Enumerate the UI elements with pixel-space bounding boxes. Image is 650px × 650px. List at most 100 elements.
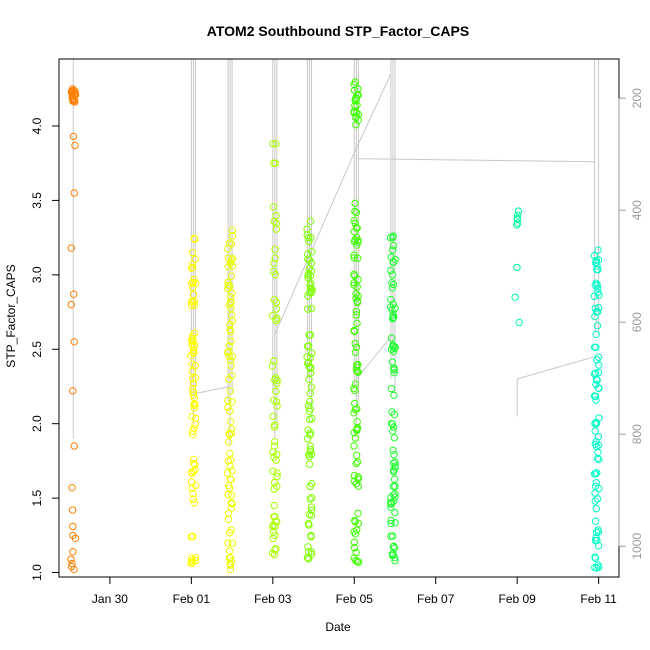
data-point <box>190 459 198 468</box>
data-point <box>190 348 198 357</box>
data-point <box>351 207 359 216</box>
data-point <box>308 494 316 502</box>
y-tick-label: 1.5 <box>30 489 44 506</box>
data-point <box>227 504 236 512</box>
data-point <box>351 434 360 442</box>
data-point <box>307 548 316 556</box>
data-point <box>351 272 359 280</box>
data-point <box>593 356 601 364</box>
data-point <box>590 470 599 478</box>
data-point <box>270 437 279 446</box>
data-point <box>515 318 523 327</box>
data-point <box>387 295 395 304</box>
data-point <box>351 517 359 526</box>
y-tick-label: 4.0 <box>30 117 44 134</box>
data-point <box>353 254 362 262</box>
data-point <box>387 266 395 275</box>
data-point <box>391 482 399 491</box>
data-point <box>306 272 315 280</box>
data-point <box>350 409 358 417</box>
data-point <box>227 337 235 346</box>
data-point <box>190 341 199 349</box>
y-tick-label: 3.0 <box>30 266 44 283</box>
data-point <box>227 429 236 437</box>
x-tick-label: Feb 05 <box>336 592 374 606</box>
data-point <box>268 549 277 557</box>
data-point <box>225 438 233 446</box>
connector-line <box>355 334 394 380</box>
data-point <box>591 536 600 545</box>
y2-tick-label: 1000 <box>630 533 644 560</box>
data-point <box>306 284 315 292</box>
data-point <box>391 508 399 517</box>
data-point <box>188 263 197 272</box>
data-point <box>594 368 603 377</box>
data-point <box>223 469 232 477</box>
data-point <box>270 501 279 510</box>
data-point <box>305 450 313 459</box>
data-point <box>390 433 399 442</box>
data-point <box>71 141 79 150</box>
data-point <box>594 441 603 449</box>
data-point <box>189 391 197 399</box>
data-point <box>226 456 235 464</box>
data-point <box>189 490 197 498</box>
x-axis: Jan 30 Feb 01 Feb 03 Feb 05 Feb 07 Feb 09 Feb … <box>92 576 617 606</box>
data-point <box>226 449 234 458</box>
data-point <box>225 347 233 356</box>
data-point <box>270 513 278 521</box>
data-point <box>272 316 280 325</box>
data-point <box>353 319 361 328</box>
data-point <box>190 275 198 283</box>
data-point <box>389 258 398 267</box>
data-point <box>190 329 199 337</box>
data-point <box>350 109 358 117</box>
data-point <box>224 490 232 499</box>
data-point <box>353 458 362 466</box>
data-point <box>593 376 601 385</box>
data-point <box>389 347 398 356</box>
data-point <box>269 528 278 536</box>
data-point <box>306 445 315 454</box>
data-point <box>188 412 196 421</box>
data-point <box>188 427 197 435</box>
data-point <box>71 534 80 542</box>
x-tick-label: Feb 09 <box>499 592 537 606</box>
data-point <box>273 482 281 490</box>
data-point <box>273 379 281 388</box>
data-point <box>304 426 312 434</box>
data-point <box>228 311 236 319</box>
data-point <box>226 561 235 569</box>
data-point <box>511 293 519 301</box>
x-tick-label: Feb 07 <box>417 592 455 606</box>
data-point <box>590 392 599 400</box>
y-tick-label: 2.5 <box>30 341 44 358</box>
connector-line <box>355 73 392 149</box>
data-point <box>307 304 316 313</box>
data-point <box>225 342 233 350</box>
data-point <box>224 481 233 490</box>
data-point <box>270 550 279 559</box>
data-point <box>191 420 199 428</box>
data-point <box>68 88 76 96</box>
data-point <box>388 271 397 279</box>
data-point <box>70 565 78 574</box>
x-tick-label: Feb 11 <box>580 592 617 606</box>
data-point <box>269 140 277 148</box>
data-point <box>189 388 198 396</box>
data-point <box>590 370 599 378</box>
data-point <box>190 346 198 355</box>
data-point <box>307 503 316 511</box>
data-point <box>69 522 77 531</box>
data-point <box>226 325 234 334</box>
data-point <box>307 267 316 275</box>
connector-line <box>356 158 595 163</box>
data-point <box>191 460 199 469</box>
connector-line <box>193 385 231 395</box>
data-point <box>390 497 398 505</box>
data-point <box>227 256 236 264</box>
data-point <box>306 353 315 362</box>
data-point <box>306 431 314 439</box>
y2-tick-label: 800 <box>630 424 644 444</box>
data-point <box>191 553 200 562</box>
